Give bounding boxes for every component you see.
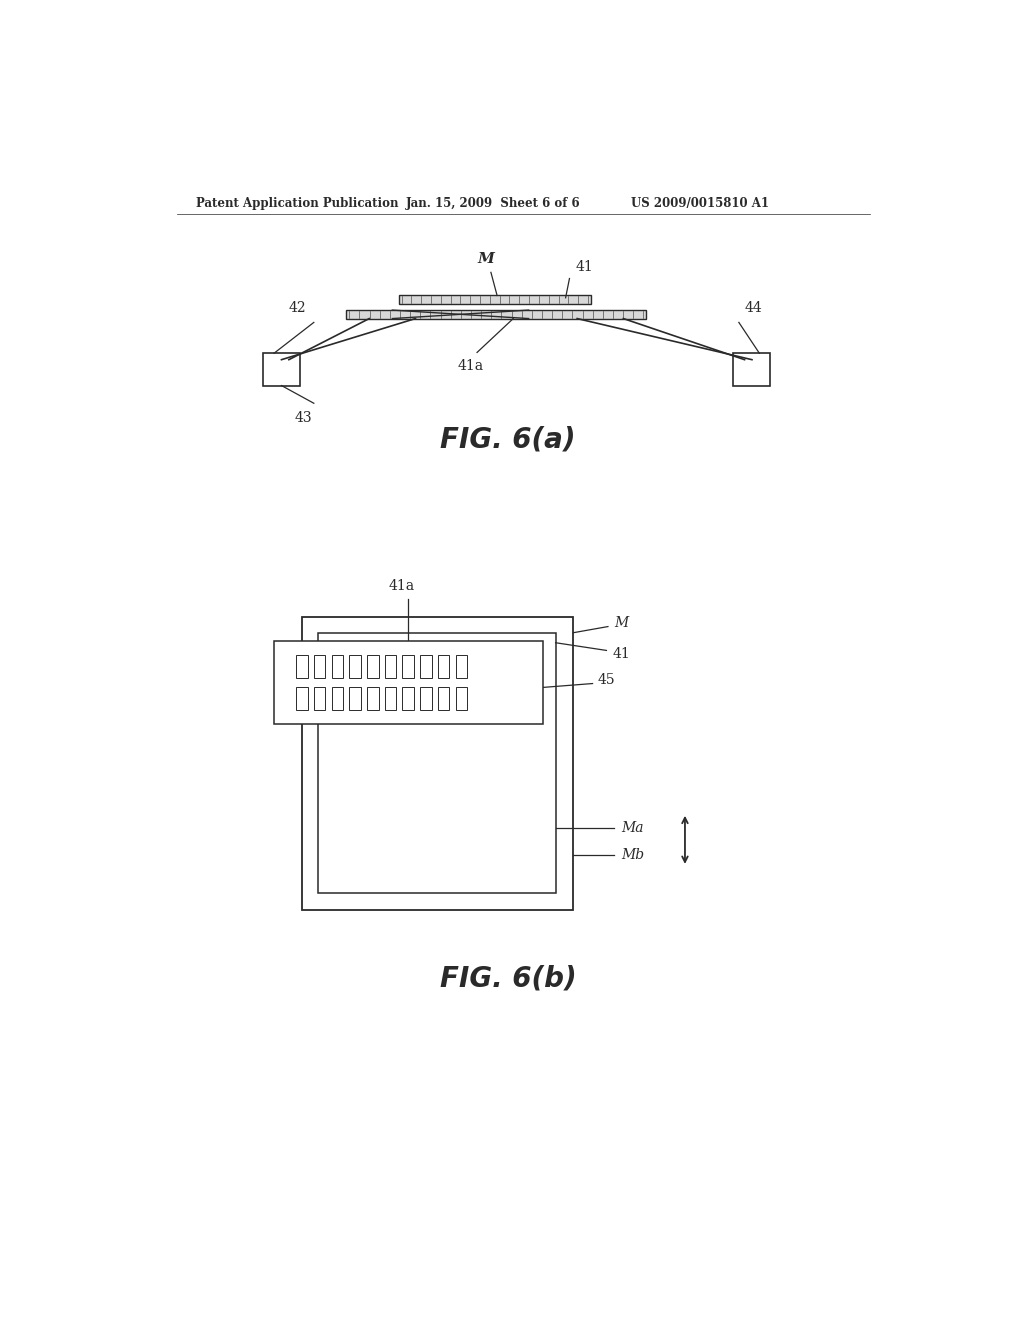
- Text: 41a: 41a: [388, 579, 415, 594]
- Bar: [332, 686, 343, 710]
- Text: US 2009/0015810 A1: US 2009/0015810 A1: [631, 197, 769, 210]
- Bar: [402, 655, 414, 678]
- Bar: [456, 655, 467, 678]
- Text: FIG. 6(b): FIG. 6(b): [439, 965, 577, 993]
- Bar: [438, 655, 450, 678]
- Bar: [302, 618, 573, 909]
- Text: FIG. 6(a): FIG. 6(a): [440, 425, 575, 454]
- Bar: [349, 655, 360, 678]
- Bar: [398, 296, 591, 304]
- Bar: [313, 686, 326, 710]
- Bar: [273, 642, 544, 725]
- Bar: [420, 655, 432, 678]
- Text: Mb: Mb: [621, 849, 644, 862]
- Bar: [296, 686, 307, 710]
- Bar: [456, 686, 467, 710]
- Bar: [367, 686, 379, 710]
- Text: M: M: [614, 616, 629, 631]
- Bar: [733, 354, 770, 385]
- Text: 41: 41: [575, 260, 593, 275]
- Bar: [438, 686, 450, 710]
- Text: 41: 41: [612, 647, 631, 660]
- Bar: [349, 686, 360, 710]
- Text: 44: 44: [745, 301, 763, 315]
- Bar: [332, 655, 343, 678]
- Bar: [263, 354, 300, 385]
- Text: Ma: Ma: [621, 821, 643, 836]
- Bar: [420, 686, 432, 710]
- Text: Jan. 15, 2009  Sheet 6 of 6: Jan. 15, 2009 Sheet 6 of 6: [407, 197, 581, 210]
- Text: 45: 45: [598, 673, 615, 686]
- Bar: [296, 655, 307, 678]
- Bar: [385, 655, 396, 678]
- Bar: [385, 686, 396, 710]
- Bar: [402, 686, 414, 710]
- Text: M: M: [478, 252, 495, 267]
- Bar: [367, 655, 379, 678]
- Bar: [318, 634, 556, 892]
- Text: 41a: 41a: [458, 359, 484, 374]
- Bar: [346, 310, 646, 318]
- Bar: [313, 655, 326, 678]
- Text: Patent Application Publication: Patent Application Publication: [196, 197, 398, 210]
- Text: 43: 43: [295, 411, 312, 425]
- Text: 42: 42: [289, 301, 306, 315]
